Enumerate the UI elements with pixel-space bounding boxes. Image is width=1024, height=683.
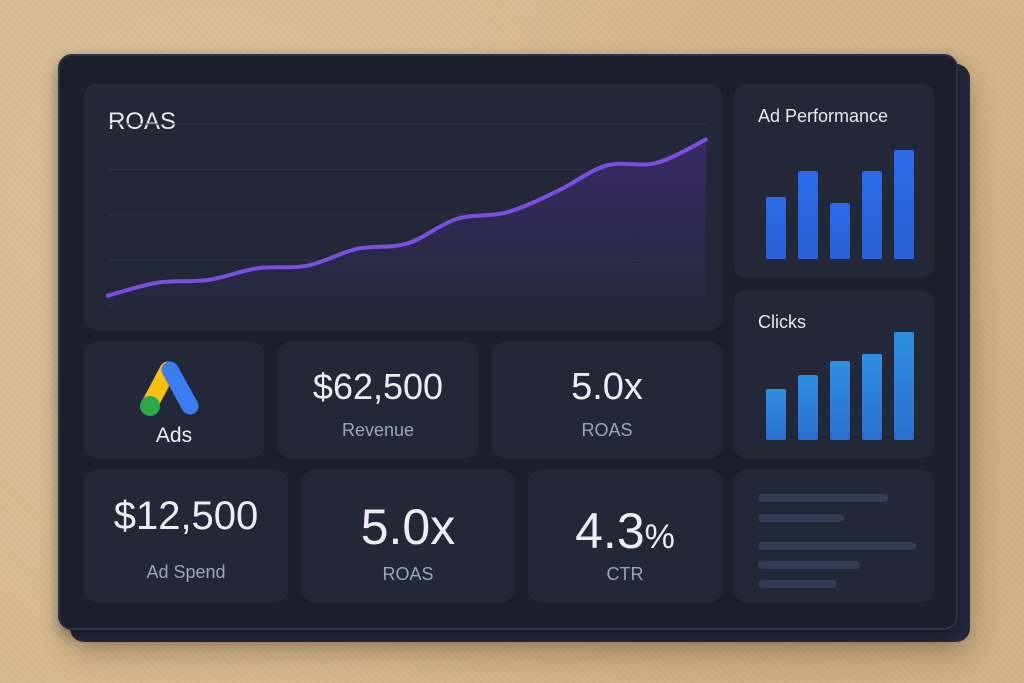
roas-series-line bbox=[106, 137, 708, 298]
ctr-card[interactable]: 4.3% CTR bbox=[528, 470, 722, 602]
clicks-bar bbox=[862, 354, 882, 440]
roas-chart-card[interactable]: ROAS bbox=[84, 84, 722, 330]
roas-area-fill bbox=[108, 139, 706, 306]
roas-top-value: 5.0x bbox=[571, 366, 643, 408]
ad-performance-card[interactable]: Ad Performance bbox=[734, 84, 934, 278]
revenue-label: Revenue bbox=[341, 420, 415, 440]
skeleton-line bbox=[758, 561, 860, 569]
placeholder-card bbox=[734, 470, 934, 602]
clicks-bar-chart bbox=[766, 325, 926, 440]
roas-card-top[interactable]: 5.0x ROAS bbox=[492, 342, 722, 458]
ctr-unit: % bbox=[644, 518, 675, 556]
skeleton-line bbox=[758, 514, 844, 522]
google-ads-card[interactable]: Ads bbox=[84, 342, 264, 458]
clicks-bar bbox=[830, 361, 850, 440]
ad-spend-value: $12,500 bbox=[113, 494, 259, 538]
clicks-bar bbox=[766, 389, 786, 440]
ctr-value: 4.3% bbox=[528, 502, 722, 560]
clicks-bar bbox=[894, 332, 914, 440]
ctr-number: 4.3 bbox=[575, 503, 645, 559]
roas-area-chart bbox=[106, 123, 708, 307]
google-ads-logo-icon bbox=[140, 361, 199, 416]
revenue-card[interactable]: $62,500 Revenue bbox=[278, 342, 478, 458]
clicks-bar bbox=[798, 375, 818, 440]
skeleton-line bbox=[758, 494, 888, 502]
ad-performance-bar bbox=[798, 171, 818, 259]
ad-spend-card[interactable]: $12,500 Ad Spend bbox=[84, 470, 288, 602]
ad-performance-bar bbox=[766, 197, 786, 259]
roas-card-bottom[interactable]: 5.0x ROAS bbox=[302, 470, 514, 602]
clicks-title: Clicks bbox=[758, 312, 806, 332]
clicks-card[interactable]: Clicks bbox=[734, 290, 934, 458]
roas-bottom-value: 5.0x bbox=[360, 499, 456, 555]
ad-performance-bar bbox=[894, 150, 914, 259]
roas-chart-title: ROAS bbox=[108, 108, 177, 135]
roas-top-label: ROAS bbox=[581, 420, 633, 440]
ad-performance-bar-chart bbox=[766, 144, 926, 259]
ad-spend-label: Ad Spend bbox=[146, 562, 226, 582]
dashboard-screen: ROAS Ad Performance Clicks Ads $62,500 R… bbox=[58, 54, 958, 630]
roas-bottom-label: ROAS bbox=[382, 564, 434, 584]
ad-performance-bar bbox=[830, 203, 850, 259]
ad-performance-title: Ad Performance bbox=[758, 106, 889, 126]
skeleton-line bbox=[758, 580, 836, 588]
revenue-value: $62,500 bbox=[312, 366, 444, 407]
skeleton-line bbox=[758, 542, 916, 550]
ad-performance-bar bbox=[862, 171, 882, 259]
ads-logo-label: Ads bbox=[155, 424, 193, 447]
ctr-label: CTR bbox=[606, 564, 644, 584]
